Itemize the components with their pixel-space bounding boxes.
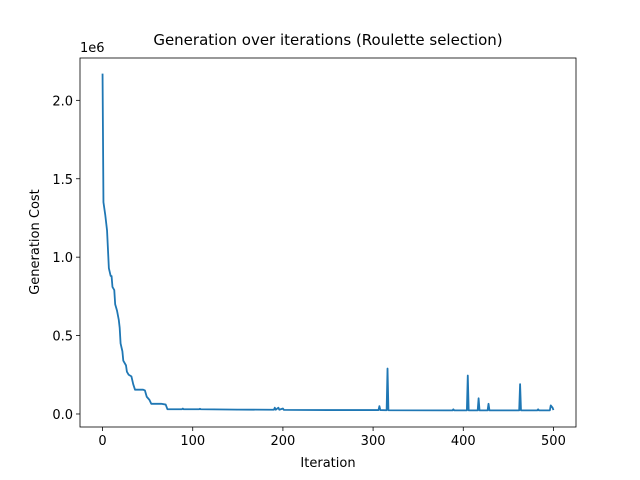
series-line <box>101 73 555 412</box>
y-axis-label: Generation Cost <box>28 189 43 295</box>
x-tick-label: 200 <box>270 434 295 449</box>
x-axis-label: Iteration <box>300 456 355 471</box>
y-offset-label: 1e6 <box>80 41 105 56</box>
y-tick-label: 1.5 <box>52 173 73 188</box>
chart-title: Generation over iterations (Roulette sel… <box>153 31 502 49</box>
x-tick-label: 300 <box>361 434 386 449</box>
y-tick-label: 0.5 <box>52 330 73 345</box>
x-tick-label: 400 <box>451 434 476 449</box>
x-tick-label: 0 <box>98 434 106 449</box>
x-tick-label: 500 <box>541 434 566 449</box>
y-tick-label: 0.0 <box>52 408 73 423</box>
y-tick-label: 2.0 <box>52 94 73 109</box>
x-tick-label: 100 <box>180 434 205 449</box>
plot-frame <box>79 57 577 428</box>
y-tick-label: 1.0 <box>52 251 73 266</box>
